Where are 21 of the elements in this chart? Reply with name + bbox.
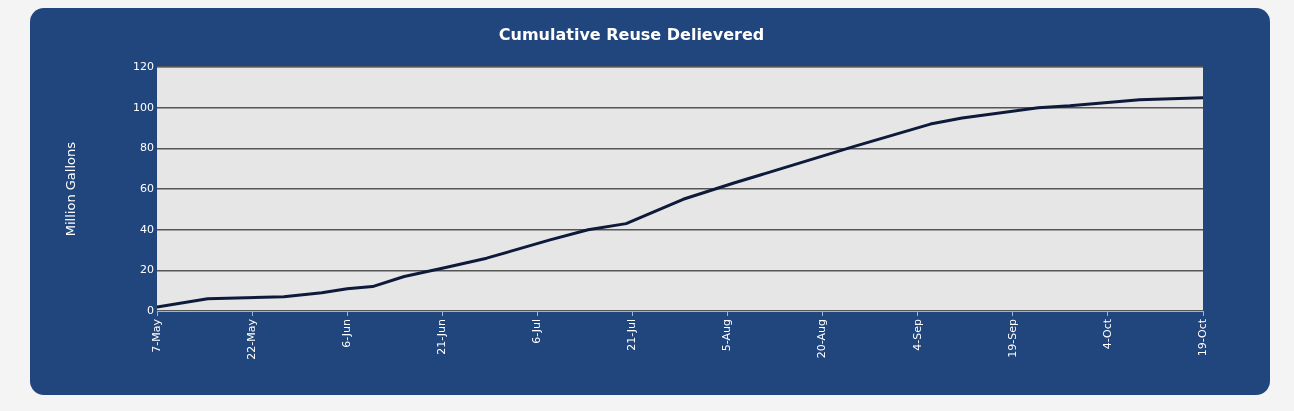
x-tick-label: 21-Jul — [625, 319, 639, 351]
y-tick-label: 60 — [140, 181, 154, 195]
x-tick-label: 6-Jun — [340, 318, 354, 348]
y-tick-label: 100 — [133, 100, 154, 114]
x-tick-label: 19-Sep — [1005, 318, 1019, 358]
x-tick-label: 4-Sep — [910, 318, 924, 351]
y-tick-label: 40 — [140, 222, 154, 236]
y-axis-title: Million Gallons — [63, 141, 79, 237]
x-tick-label: 20-Aug — [815, 319, 829, 359]
x-tick-label: 21-Jun — [435, 318, 449, 355]
x-tick-label: 6-Jul — [530, 319, 544, 344]
y-tick-label: 20 — [140, 263, 154, 277]
x-tick-label: 4-Oct — [1100, 318, 1114, 350]
y-tick-label: 80 — [140, 141, 154, 155]
x-tick-label: 19-Oct — [1195, 318, 1209, 357]
x-tick-label: 22-May — [244, 318, 258, 360]
chart-title: Cumulative Reuse Delievered — [498, 24, 765, 44]
x-tick-label: 7-May — [149, 318, 163, 353]
y-tick-label: 120 — [133, 60, 154, 74]
y-tick-label: 0 — [147, 303, 154, 317]
x-tick-label: 5-Aug — [720, 319, 734, 352]
